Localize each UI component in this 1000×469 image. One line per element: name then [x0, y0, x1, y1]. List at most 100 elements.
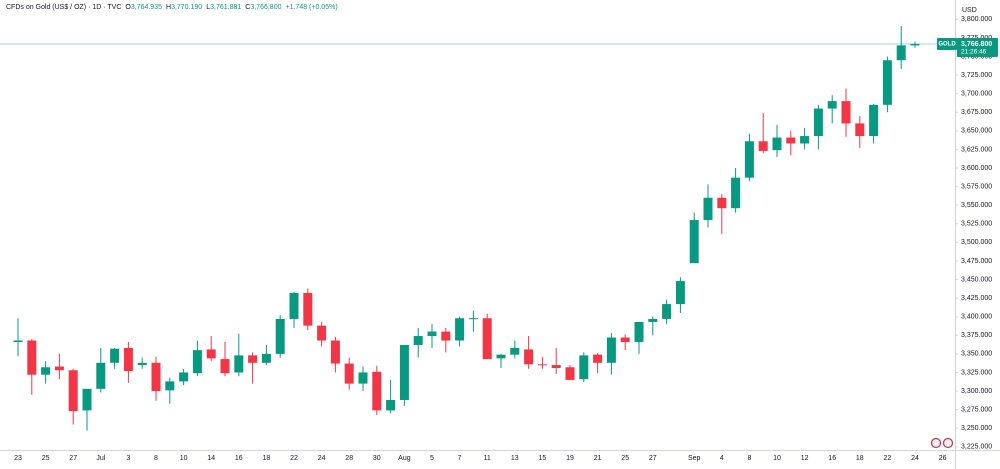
- candle-body: [372, 371, 382, 411]
- x-tick-label: Sep: [688, 455, 701, 462]
- candle-body: [634, 321, 644, 342]
- x-tick-label: 14: [207, 455, 215, 462]
- x-tick-label: 10: [773, 455, 781, 462]
- candle-body: [717, 197, 727, 209]
- candle-body: [537, 364, 547, 366]
- x-tick-label: 21: [594, 455, 602, 462]
- ohlc-key: O: [125, 4, 131, 11]
- candle-body: [344, 363, 354, 384]
- change: +1.748 (+0.05%): [285, 4, 338, 11]
- x-tick-label: Jul: [96, 455, 105, 462]
- candle-body: [427, 331, 437, 337]
- x-tick-label: 22: [290, 455, 298, 462]
- y-tick-label: 3,450.000: [961, 276, 992, 283]
- candle-body: [234, 355, 244, 373]
- candle-body: [468, 318, 478, 320]
- candle-body: [317, 325, 327, 341]
- ohlc: L3,761.881: [206, 4, 241, 11]
- y-tick-label: 3,525.000: [961, 221, 992, 228]
- candle-body: [482, 318, 492, 360]
- y-tick-label: 3,500.000: [961, 239, 992, 246]
- ohlc-value: 3,764.935: [130, 4, 162, 11]
- candle-body: [675, 281, 685, 305]
- x-tick-label: 24: [911, 455, 919, 462]
- candle-body: [289, 292, 299, 319]
- y-tick-label: 3,800.000: [961, 16, 992, 23]
- y-tick-label: 3,700.000: [961, 91, 992, 98]
- symbol-title: CFDs on Gold (US$ / OZ) · 1D · TVC: [6, 4, 122, 11]
- candle-body: [496, 354, 506, 359]
- x-tick-label: 12: [801, 455, 809, 462]
- ohlc: O3,764.935: [125, 4, 162, 11]
- ohlc-key: L: [206, 4, 211, 11]
- y-tick-label: 3,375.000: [961, 332, 992, 339]
- candle-body: [303, 292, 313, 326]
- candle-body: [758, 141, 768, 151]
- y-tick-label: 3,325.000: [961, 369, 992, 376]
- candle-body: [744, 141, 754, 178]
- ohlc: C3,766.800: [245, 4, 281, 11]
- axis-unit: USD: [962, 7, 977, 14]
- candle-body: [620, 337, 630, 342]
- candle-body: [662, 304, 672, 319]
- x-tick-label: 22: [884, 455, 892, 462]
- candle-body: [179, 372, 189, 382]
- candle-body: [165, 381, 175, 391]
- x-tick-label: 25: [42, 455, 50, 462]
- x-tick-label: 8: [747, 455, 751, 462]
- y-tick-label: 3,475.000: [961, 258, 992, 265]
- candle-body: [413, 336, 423, 345]
- y-tick-label: 3,350.000: [961, 351, 992, 358]
- x-tick-label: 3: [126, 455, 130, 462]
- y-tick-label: 3,250.000: [961, 425, 992, 432]
- candle-body: [386, 399, 396, 411]
- y-tick-label: 3,725.000: [961, 72, 992, 79]
- y-tick-label: 3,275.000: [961, 406, 992, 413]
- ohlc: H3,770.190: [166, 4, 202, 11]
- x-tick-label: 23: [14, 455, 22, 462]
- candle-body: [330, 340, 340, 364]
- legend-header: CFDs on Gold (US$ / OZ) · 1D · TVC O3,76…: [6, 4, 338, 11]
- x-tick-label: Aug: [398, 455, 411, 462]
- candle-body: [441, 331, 451, 341]
- candle-body: [648, 318, 658, 322]
- x-tick-label: 25: [621, 455, 629, 462]
- candle-body: [731, 177, 741, 209]
- x-tick-label: 7: [458, 455, 462, 462]
- candle-body: [841, 101, 851, 124]
- ohlc-key: C: [245, 4, 251, 11]
- y-tick-label: 3,675.000: [961, 109, 992, 116]
- y-tick-label: 3,600.000: [961, 165, 992, 172]
- symbol-tag-box: [937, 38, 957, 51]
- candle-body: [192, 350, 202, 374]
- candle-body: [606, 337, 616, 363]
- x-tick-label: 4: [720, 455, 724, 462]
- x-tick-label: 19: [566, 455, 574, 462]
- flag-icon: [930, 437, 942, 449]
- candle-body: [813, 108, 823, 137]
- candle-body: [772, 137, 782, 151]
- region-flags: [930, 437, 954, 449]
- x-tick-label: 28: [345, 455, 353, 462]
- countdown: 21:26:46: [961, 49, 987, 56]
- y-tick-label: 3,650.000: [961, 128, 992, 135]
- symbol-tag: GOLD: [938, 42, 956, 48]
- candle-body: [68, 370, 78, 412]
- x-tick-label: 30: [373, 455, 381, 462]
- x-tick-label: 24: [318, 455, 326, 462]
- candle-body: [13, 340, 23, 342]
- candle-body: [358, 372, 368, 384]
- candle-body: [123, 347, 133, 371]
- x-tick-label: 27: [69, 455, 77, 462]
- candle-body: [910, 44, 920, 46]
- y-tick-label: 3,225.000: [961, 444, 992, 451]
- candle-body: [510, 347, 520, 355]
- candle-body: [551, 365, 561, 369]
- x-tick-label: 16: [235, 455, 243, 462]
- candle-body: [399, 344, 409, 400]
- candle-body: [593, 354, 603, 363]
- candle-body: [579, 355, 589, 380]
- x-tick-label: 18: [856, 455, 864, 462]
